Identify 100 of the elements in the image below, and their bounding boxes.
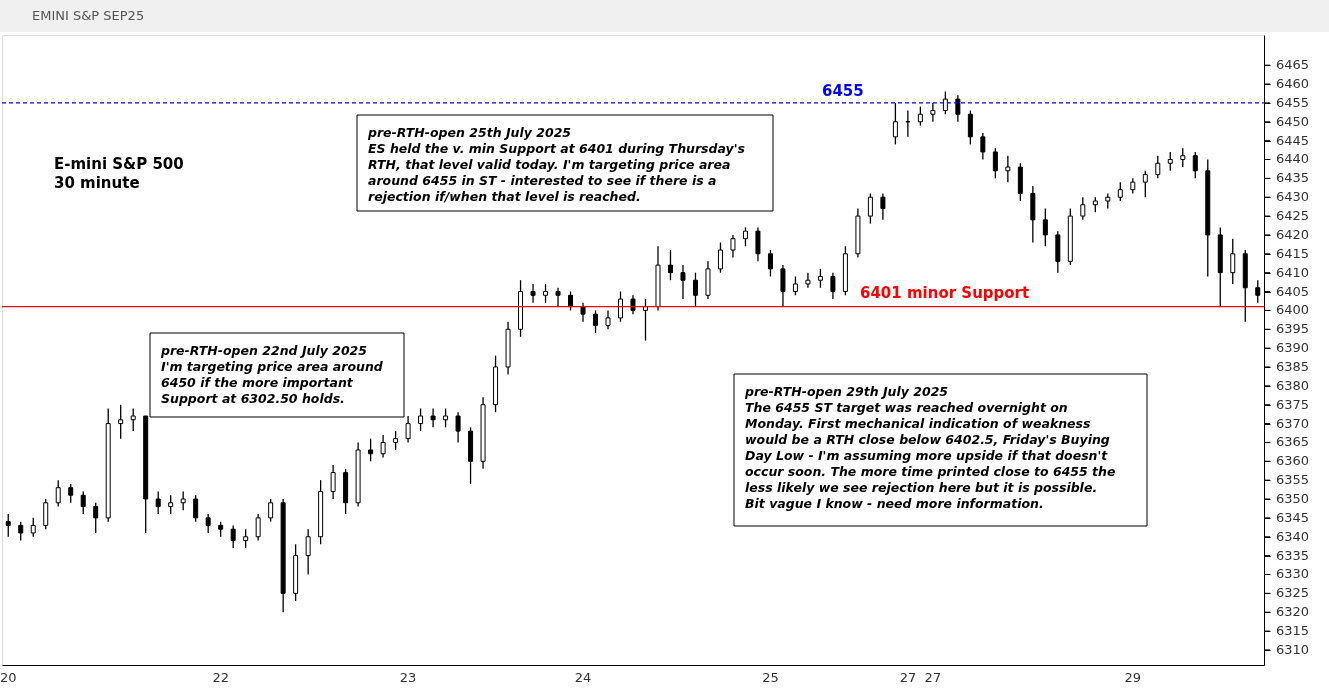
candlestick xyxy=(93,502,99,534)
candlestick xyxy=(805,272,811,289)
candlestick xyxy=(1155,155,1161,179)
y-tick-label: 6370 xyxy=(1276,415,1310,431)
candlestick xyxy=(942,90,948,115)
annotation: pre-RTH-open 25th July 2025 ES held the v. min Support at 6401 during Thursday's RTH, that level valid today. I'm targeting price area around 6455 in ST - interested to see if there is a rejection if/when that level is reached. xyxy=(367,125,745,204)
candlestick xyxy=(618,290,623,323)
candlestick xyxy=(155,490,161,515)
y-tick-label: 6420 xyxy=(1276,226,1310,242)
y-tick-label: 6415 xyxy=(1276,245,1310,261)
candlestick xyxy=(730,234,736,259)
candlestick xyxy=(1005,155,1011,183)
y-tick-label: 6355 xyxy=(1276,472,1310,488)
y-tick-label: 6400 xyxy=(1276,302,1310,318)
candlestick xyxy=(18,521,24,542)
candlestick xyxy=(418,407,424,432)
candlestick xyxy=(1180,147,1186,168)
candlestick xyxy=(368,438,374,462)
x-tick-label: 27 xyxy=(899,669,917,685)
y-tick-label: 6320 xyxy=(1276,604,1310,620)
candlestick xyxy=(1142,170,1148,198)
x-tick-label: 20 xyxy=(0,669,17,685)
candlestick xyxy=(867,192,873,225)
y-tick-label: 6350 xyxy=(1276,491,1310,507)
candlestick xyxy=(980,132,986,161)
candlestick xyxy=(930,102,936,123)
candlestick xyxy=(30,517,36,538)
candlestick xyxy=(430,407,436,428)
candlestick xyxy=(780,264,786,308)
x-tick-label: 27 xyxy=(924,669,942,685)
candlestick xyxy=(1192,151,1198,179)
y-tick-label: 6425 xyxy=(1276,208,1310,224)
candlestick xyxy=(967,109,973,146)
candlestick xyxy=(717,241,723,274)
y-tick-label: 6435 xyxy=(1276,170,1310,186)
x-tick-label: 23 xyxy=(399,669,417,685)
candlestick xyxy=(443,407,449,428)
x-tick-label: 24 xyxy=(574,669,592,685)
ref-line-label: 6455 xyxy=(822,81,864,100)
candlestick xyxy=(593,309,599,334)
annotation: pre-RTH-open 22nd July 2025 I'm targeting price area around 6450 if the more important Support at 6302.50 holds. xyxy=(160,343,384,406)
y-tick-label: 6450 xyxy=(1276,113,1310,129)
candlestick xyxy=(692,272,698,308)
chart-title: EMINI S&P SEP25 xyxy=(32,8,145,23)
ref-line-label: 6401 minor Support xyxy=(860,283,1030,302)
candlestick xyxy=(1042,207,1048,247)
y-tick-label: 6375 xyxy=(1276,396,1310,412)
candlestick xyxy=(80,490,86,515)
y-tick-label: 6465 xyxy=(1276,57,1310,73)
candlestick xyxy=(118,404,124,440)
y-tick-label: 6455 xyxy=(1276,94,1310,110)
candlestick xyxy=(605,309,611,330)
candlestick xyxy=(380,434,386,459)
candlestick xyxy=(43,498,49,530)
candlestick xyxy=(667,249,673,281)
candlestick xyxy=(555,287,561,308)
y-tick-label: 6330 xyxy=(1276,566,1310,582)
y-tick-label: 6385 xyxy=(1276,358,1310,374)
candlestick xyxy=(767,249,773,278)
y-tick-label: 6445 xyxy=(1276,132,1310,148)
candlestick xyxy=(1230,238,1236,285)
candlestick xyxy=(543,283,549,304)
y-tick-label: 6410 xyxy=(1276,264,1310,280)
y-tick-label: 6405 xyxy=(1276,283,1310,299)
candlestick xyxy=(168,494,174,515)
candlestick xyxy=(880,192,886,221)
candlestick xyxy=(205,513,211,534)
candlestick xyxy=(55,479,61,508)
candlestick xyxy=(330,464,336,500)
y-tick-label: 6395 xyxy=(1276,321,1310,337)
y-tick-label: 6365 xyxy=(1276,434,1310,450)
candlestick xyxy=(917,106,923,127)
candlestick xyxy=(892,102,898,146)
candlestick xyxy=(530,283,536,304)
y-tick-label: 6460 xyxy=(1276,76,1310,92)
candlestick xyxy=(180,490,186,511)
x-tick-label: 29 xyxy=(1124,669,1142,685)
candlestick xyxy=(243,528,249,549)
candlestick xyxy=(755,226,761,262)
y-tick-label: 6390 xyxy=(1276,340,1310,356)
candlestick xyxy=(992,147,998,179)
y-tick-label: 6430 xyxy=(1276,189,1310,205)
candlestick xyxy=(742,226,748,247)
annotation: pre-RTH-open 29th July 2025 The 6455 ST target was reached overnight on Monday. First mechanical indication of weakness would be a RTH close below 6402.5, Friday's Buying Day Low - I'm assuming more upside if that doesn't occur soon. The more time printed close to 6455 the less likely we see rejection here but it is possible. Bit vague I know - need more information. xyxy=(744,384,1116,511)
y-tick-label: 6340 xyxy=(1276,528,1310,544)
candlestick xyxy=(1255,279,1261,304)
candlestick xyxy=(68,483,74,504)
candlestick xyxy=(405,415,411,444)
candlestick xyxy=(193,494,199,523)
candlestick xyxy=(580,302,586,323)
y-tick-label: 6380 xyxy=(1276,377,1310,393)
candlestick xyxy=(130,407,136,432)
y-tick-label: 6440 xyxy=(1276,151,1310,167)
candlestick xyxy=(305,528,311,576)
candlestick xyxy=(393,430,399,451)
x-tick-label: 25 xyxy=(762,669,779,685)
x-tick-label: 22 xyxy=(212,669,229,685)
y-tick-label: 6310 xyxy=(1276,641,1310,657)
y-tick-label: 6335 xyxy=(1276,547,1310,563)
candlestick xyxy=(268,498,274,523)
